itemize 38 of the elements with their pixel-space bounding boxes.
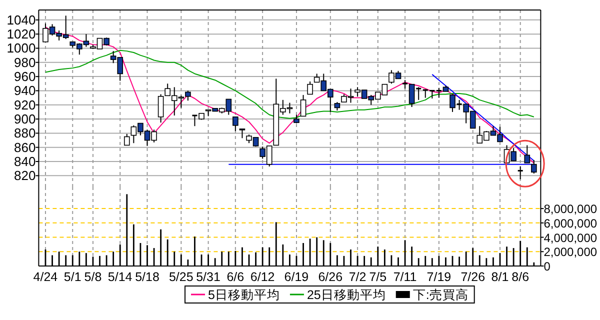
y-tick-label: 1000 [6, 40, 36, 56]
legend-label: 25日移動平均 [306, 288, 386, 302]
legend-label: 下:売買高 [412, 287, 468, 302]
x-tick-label: 6/12 [250, 270, 275, 284]
y2-tick-label: 6,000,000 [544, 216, 598, 230]
x-tick-label: 8/6 [512, 270, 530, 284]
x-tick-label: 6/26 [318, 270, 343, 284]
y2-tick-label: 0 [544, 260, 551, 274]
x-tick-label: 7/5 [369, 270, 387, 284]
y2-tick-label: 8,000,000 [544, 202, 598, 216]
x-tick-label: 7/11 [393, 270, 417, 284]
y-tick-label: 840 [14, 154, 36, 170]
y-tick-label: 940 [14, 83, 36, 98]
y-tick-label: 1020 [6, 26, 36, 42]
legend-label: 5日移動平均 [208, 288, 280, 302]
y-tick-label: 900 [14, 112, 36, 127]
y-tick-label: 1040 [6, 12, 36, 28]
y-tick-label: 860 [14, 140, 36, 155]
y-tick-label: 920 [14, 97, 36, 112]
y-tick-label: 880 [14, 126, 36, 141]
x-tick-label: 7/26 [460, 270, 486, 284]
x-tick-label: 5/18 [135, 270, 160, 284]
x-tick-label: 5/31 [196, 270, 220, 284]
x-tick-label: 5/25 [168, 270, 194, 284]
y-tick-label: 980 [14, 54, 36, 70]
x-tick-label: 4/24 [33, 270, 58, 284]
x-tick-label: 8/1 [491, 270, 509, 284]
x-tick-label: 5/1 [64, 270, 82, 284]
x-tick-label: 6/19 [284, 270, 309, 284]
y-tick-label: 960 [14, 69, 36, 84]
y2-tick-label: 2,000,000 [544, 245, 598, 260]
y2-tick-label: 4,000,000 [544, 230, 598, 245]
y-tick-label: 820 [14, 168, 36, 184]
x-tick-label: 7/2 [348, 270, 366, 284]
x-tick-label: 7/19 [426, 270, 452, 284]
x-tick-label: 6/6 [226, 270, 244, 284]
x-tick-label: 5/14 [108, 270, 132, 284]
x-tick-label: 5/8 [84, 270, 102, 284]
